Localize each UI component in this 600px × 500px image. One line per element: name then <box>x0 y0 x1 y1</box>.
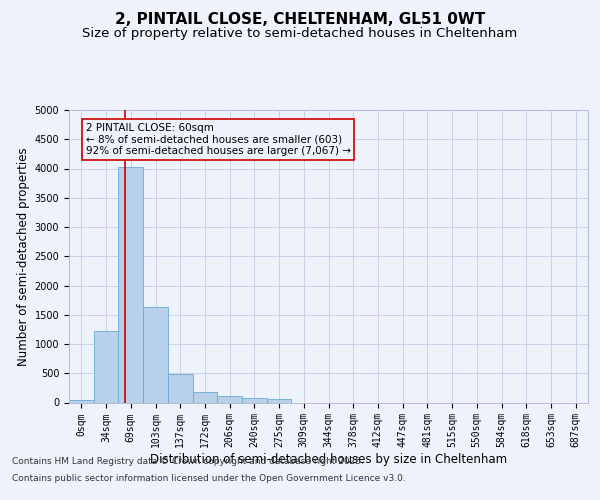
Bar <box>168 374 193 402</box>
Bar <box>69 400 94 402</box>
Bar <box>217 396 242 402</box>
Text: 2 PINTAIL CLOSE: 60sqm
← 8% of semi-detached houses are smaller (603)
92% of sem: 2 PINTAIL CLOSE: 60sqm ← 8% of semi-deta… <box>86 123 351 156</box>
Bar <box>143 306 168 402</box>
Text: Contains HM Land Registry data © Crown copyright and database right 2025.: Contains HM Land Registry data © Crown c… <box>12 458 364 466</box>
Text: Contains public sector information licensed under the Open Government Licence v3: Contains public sector information licen… <box>12 474 406 483</box>
Bar <box>193 392 217 402</box>
Bar <box>242 398 267 402</box>
Bar <box>267 400 292 402</box>
X-axis label: Distribution of semi-detached houses by size in Cheltenham: Distribution of semi-detached houses by … <box>150 453 507 466</box>
Bar <box>118 166 143 402</box>
Text: 2, PINTAIL CLOSE, CHELTENHAM, GL51 0WT: 2, PINTAIL CLOSE, CHELTENHAM, GL51 0WT <box>115 12 485 28</box>
Text: Size of property relative to semi-detached houses in Cheltenham: Size of property relative to semi-detach… <box>82 28 518 40</box>
Y-axis label: Number of semi-detached properties: Number of semi-detached properties <box>17 147 31 366</box>
Bar <box>94 330 118 402</box>
